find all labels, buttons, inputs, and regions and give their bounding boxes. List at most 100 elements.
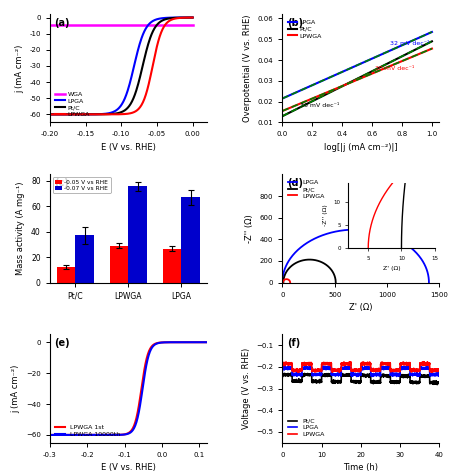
Pt/C — [437, 380, 442, 386]
LPGA — [280, 279, 285, 285]
Pt/C — [429, 39, 434, 44]
LPWGA — [48, 111, 53, 117]
Y-axis label: Voltage (V vs. RHE): Voltage (V vs. RHE) — [241, 348, 251, 429]
LPWGA 10000th — [98, 432, 104, 438]
LPGA — [280, 96, 285, 101]
Bar — [110, 246, 128, 283]
X-axis label: E (V vs. RHE): E (V vs. RHE) — [101, 143, 156, 152]
LPWGA — [421, 359, 426, 365]
LPGA — [132, 62, 137, 68]
LPGA — [422, 32, 427, 38]
Pt/C — [319, 93, 325, 99]
LPGA — [319, 78, 325, 84]
LPWGA — [177, 15, 182, 21]
WGA — [168, 22, 173, 28]
LPWGA 10000th — [109, 432, 115, 438]
Y-axis label: -Z'' (Ω): -Z'' (Ω) — [245, 214, 254, 243]
Pt/C — [422, 42, 427, 48]
LPWGA — [352, 366, 357, 372]
LPGA — [304, 363, 309, 369]
WGA — [132, 22, 137, 28]
Bar — [128, 187, 147, 283]
LPWGA — [47, 111, 53, 117]
LPWGA 1st — [109, 432, 115, 438]
LPWGA — [337, 369, 342, 375]
LPWGA 10000th — [161, 339, 167, 345]
WGA — [177, 22, 182, 28]
LPWGA — [319, 91, 325, 97]
X-axis label: Z' (Ω): Z' (Ω) — [349, 303, 373, 312]
Pt/C — [289, 370, 294, 376]
LPGA — [289, 92, 294, 98]
Line: LPGA: LPGA — [282, 32, 432, 99]
Pt/C — [352, 378, 357, 384]
LPWGA — [286, 106, 291, 111]
Legend: LPGA, Pt/C, LPWGA: LPGA, Pt/C, LPWGA — [285, 18, 325, 41]
LPWGA — [432, 367, 438, 373]
LPGA — [416, 35, 422, 40]
LPGA — [429, 29, 434, 35]
Pt/C — [280, 113, 285, 119]
LPGA — [418, 255, 423, 261]
Pt/C — [314, 258, 320, 263]
Pt/C — [432, 380, 438, 386]
Pt/C — [47, 111, 53, 117]
LPGA — [375, 229, 380, 235]
LPGA — [48, 111, 53, 117]
LPGA — [132, 60, 138, 66]
Line: Pt/C: Pt/C — [282, 41, 432, 116]
WGA — [135, 22, 140, 28]
LPWGA 1st — [146, 349, 151, 355]
Bar — [163, 249, 181, 283]
LPGA — [288, 366, 293, 371]
LPWGA — [285, 277, 290, 282]
Text: 36 mV dec⁻¹: 36 mV dec⁻¹ — [300, 103, 340, 109]
Legend: LPGA, Pt/C, LPWGA: LPGA, Pt/C, LPWGA — [285, 178, 327, 201]
Pt/C — [308, 99, 313, 105]
LPWGA — [308, 97, 313, 102]
Legend: LPWGA 1st, LPWGA 10000th: LPWGA 1st, LPWGA 10000th — [53, 423, 123, 439]
WGA — [48, 22, 53, 28]
LPGA — [432, 372, 438, 378]
Y-axis label: Overpotential (V vs. RHE): Overpotential (V vs. RHE) — [243, 15, 252, 122]
Legend: -0.05 V vs RHE, -0.07 V vs RHE: -0.05 V vs RHE, -0.07 V vs RHE — [53, 177, 111, 193]
LPWGA — [287, 278, 293, 284]
LPGA — [135, 50, 140, 56]
LPGA — [168, 15, 173, 20]
Pt/C — [168, 15, 173, 21]
Pt/C — [416, 45, 422, 50]
LPGA — [379, 230, 384, 236]
Text: (f): (f) — [287, 338, 300, 348]
LPWGA — [289, 104, 294, 110]
X-axis label: log[|j (mA cm⁻²)|]: log[|j (mA cm⁻²)|] — [324, 143, 398, 152]
Y-axis label: Mass activity (A mg⁻¹): Mass activity (A mg⁻¹) — [16, 182, 25, 275]
LPGA — [432, 373, 438, 379]
LPWGA 10000th — [160, 339, 166, 345]
LPGA — [308, 83, 313, 89]
Legend: WGA, LPGA, Pt/C, LPWGA: WGA, LPGA, Pt/C, LPWGA — [53, 89, 92, 119]
Text: (d): (d) — [287, 178, 303, 188]
Line: LPWGA 10000th: LPWGA 10000th — [50, 342, 207, 435]
LPWGA 10000th — [146, 353, 151, 358]
Pt/C — [289, 109, 294, 115]
LPWGA — [280, 280, 285, 286]
Line: LPWGA: LPWGA — [282, 362, 439, 372]
X-axis label: E (V vs. RHE): E (V vs. RHE) — [101, 463, 156, 472]
LPGA — [352, 227, 358, 232]
Pt/C — [281, 279, 286, 285]
Pt/C — [281, 280, 286, 286]
Text: (c): (c) — [54, 178, 69, 188]
Bar — [181, 197, 200, 283]
LPWGA — [432, 368, 438, 374]
Line: Pt/C: Pt/C — [50, 18, 193, 114]
LPWGA — [285, 277, 290, 282]
LPGA — [437, 371, 442, 377]
LPGA — [190, 15, 195, 20]
WGA — [190, 22, 195, 28]
Text: 32 mV dec⁻¹: 32 mV dec⁻¹ — [390, 41, 429, 46]
LPWGA — [287, 279, 293, 285]
Pt/C — [333, 280, 338, 286]
Line: LPGA: LPGA — [282, 229, 429, 283]
LPGA — [354, 374, 360, 379]
LPWGA — [168, 18, 173, 23]
